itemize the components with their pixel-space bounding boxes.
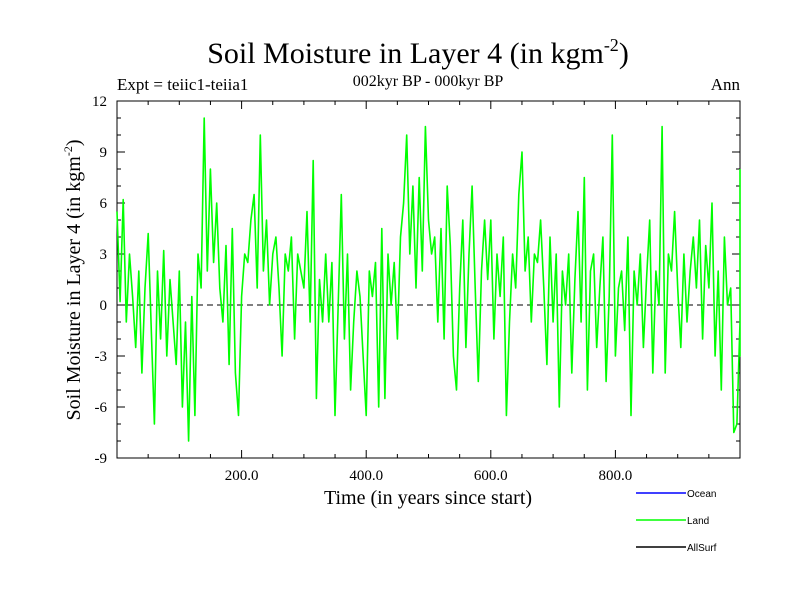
y-axis-ticks: -9 -6 -3 0 3 6 9 12 <box>92 94 740 467</box>
y-axis-label: Soil Moisture in Layer 4 (in kgm-2) <box>61 139 85 420</box>
y-tick-label: -6 <box>95 400 108 416</box>
x-axis-ticks: 200.0 400.0 600.0 800.0 <box>147 101 710 484</box>
y-tick-label: 0 <box>100 298 108 314</box>
chart-title-superscript: -2 <box>604 35 619 55</box>
legend: Ocean Land AllSurf <box>636 489 717 554</box>
x-tick-label: 200.0 <box>225 468 259 484</box>
x-tick-label: 400.0 <box>349 468 383 484</box>
legend-label-ocean: Ocean <box>687 489 716 500</box>
x-tick-label: 600.0 <box>474 468 508 484</box>
legend-label-land: Land <box>687 516 709 527</box>
chart-title-close: ) <box>619 37 629 70</box>
y-tick-label: -3 <box>95 349 108 365</box>
chart-title-main: Soil Moisture in Layer 4 (in kgm <box>207 37 604 70</box>
chart-title: Soil Moisture in Layer 4 (in kgm-2) <box>207 35 629 70</box>
y-tick-label: 6 <box>100 196 108 212</box>
series-line-land <box>116 117 741 442</box>
y-tick-label: 9 <box>100 145 108 161</box>
chart-subtitle: 002kyr BP - 000kyr BP <box>353 73 504 90</box>
experiment-annotation: Expt = teiic1-teiia1 <box>117 75 248 94</box>
y-tick-label: -9 <box>95 451 108 467</box>
legend-label-allsurf: AllSurf <box>687 543 717 554</box>
y-axis-label-superscript: -2 <box>61 146 75 156</box>
y-tick-label: 12 <box>92 94 107 110</box>
series-group <box>116 117 741 442</box>
y-tick-label: 3 <box>100 247 108 263</box>
period-annotation: Ann <box>711 75 741 94</box>
x-axis-label: Time (in years since start) <box>324 487 532 509</box>
y-axis-label-close: ) <box>63 139 85 146</box>
y-axis-label-main: Soil Moisture in Layer 4 (in kgm <box>63 156 85 421</box>
x-tick-label: 800.0 <box>599 468 633 484</box>
